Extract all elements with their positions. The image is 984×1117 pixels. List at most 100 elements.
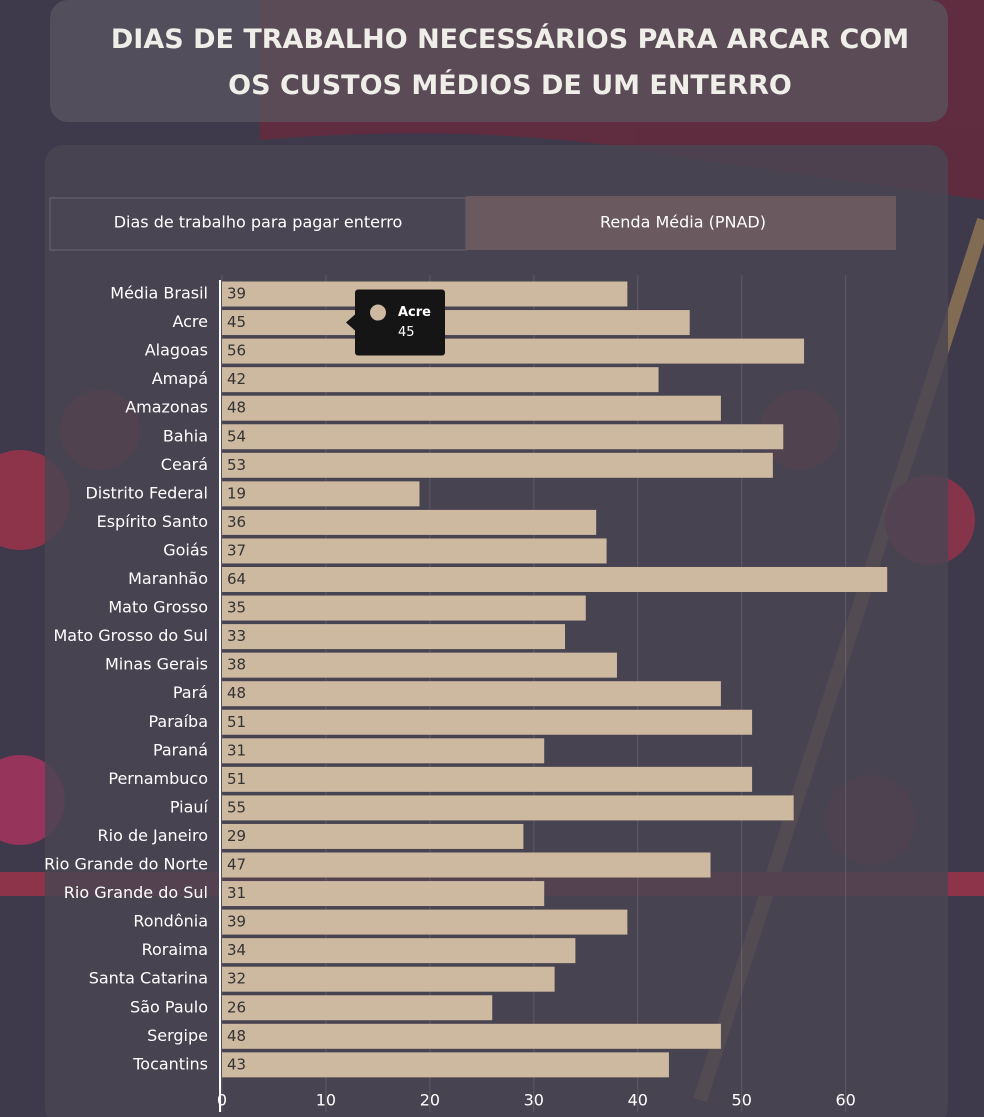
x-tick-label: 40 xyxy=(628,1091,648,1110)
y-tick-label: Amapá xyxy=(152,369,208,388)
value-label: 53 xyxy=(227,456,246,474)
bar xyxy=(222,424,784,450)
y-tick-label: Espírito Santo xyxy=(97,512,208,531)
y-tick-label: Acre xyxy=(172,312,208,331)
tooltip-box xyxy=(355,289,445,356)
y-tick-label: Rio Grande do Sul xyxy=(64,883,208,902)
value-label: 56 xyxy=(227,342,246,360)
tab-active[interactable] xyxy=(49,197,467,251)
value-label: 38 xyxy=(227,656,246,674)
tooltip: Acre 45 xyxy=(346,289,445,356)
value-label: 43 xyxy=(227,1055,246,1073)
value-label: 32 xyxy=(227,970,246,988)
value-label: 35 xyxy=(227,599,246,617)
value-label: 54 xyxy=(227,427,246,445)
bar xyxy=(222,681,721,707)
value-label: 55 xyxy=(227,798,246,816)
y-tick-label: Rondônia xyxy=(133,912,208,931)
tab[interactable] xyxy=(466,196,896,250)
bar xyxy=(222,452,773,478)
x-tick-label: 20 xyxy=(420,1091,440,1110)
y-tick-label: Tocantins xyxy=(132,1054,208,1073)
value-label: 39 xyxy=(227,285,246,303)
y-tick-label: Paraíba xyxy=(148,712,208,731)
x-tick-label: 50 xyxy=(732,1091,752,1110)
value-label: 51 xyxy=(227,770,246,788)
value-label: 45 xyxy=(227,313,246,331)
y-tick-label: Minas Gerais xyxy=(105,655,208,674)
y-tick-label: São Paulo xyxy=(130,997,208,1016)
bar xyxy=(222,766,753,792)
tab-label[interactable]: Dias de trabalho para pagar enterro xyxy=(114,213,403,232)
y-tick-label: Amazonas xyxy=(125,398,208,417)
value-label: 34 xyxy=(227,941,246,959)
y-tick-label: Piauí xyxy=(170,797,209,816)
y-tick-label: Sergipe xyxy=(147,1026,208,1045)
y-tick-label: Ceará xyxy=(161,455,208,474)
bar xyxy=(222,624,565,650)
bar xyxy=(222,823,524,849)
bar xyxy=(222,481,420,507)
value-label: 47 xyxy=(227,856,246,874)
value-label: 51 xyxy=(227,713,246,731)
value-label: 19 xyxy=(227,484,246,502)
bar xyxy=(222,881,545,907)
bar xyxy=(222,310,690,336)
title-box xyxy=(50,0,948,122)
x-tick-label: 10 xyxy=(316,1091,336,1110)
y-tick-label: Média Brasil xyxy=(110,284,208,303)
value-label: 29 xyxy=(227,827,246,845)
y-tick-label: Rio de Janeiro xyxy=(98,826,209,845)
y-tick-label: Goiás xyxy=(163,540,208,559)
bar xyxy=(222,709,753,735)
bar xyxy=(222,852,711,878)
tooltip-pointer xyxy=(346,314,355,331)
bar xyxy=(222,509,597,535)
bar xyxy=(222,652,617,678)
y-tick-label: Mato Grosso do Sul xyxy=(54,626,209,645)
tab-label[interactable]: Renda Média (PNAD) xyxy=(600,213,766,232)
bar xyxy=(222,367,659,393)
bar xyxy=(222,909,628,935)
y-tick-label: Pernambuco xyxy=(108,769,208,788)
tooltip-value: 45 xyxy=(398,325,415,340)
bar xyxy=(222,567,888,592)
y-tick-label: Bahia xyxy=(163,426,208,445)
y-tick-label: Roraima xyxy=(142,940,208,959)
value-label: 39 xyxy=(227,913,246,931)
value-label: 48 xyxy=(227,399,246,417)
x-tick-label: 60 xyxy=(835,1091,855,1110)
value-label: 31 xyxy=(227,884,246,902)
tooltip-label: Acre xyxy=(398,305,431,320)
y-tick-label: Alagoas xyxy=(145,341,208,360)
y-tick-label: Maranhão xyxy=(128,569,208,588)
value-label: 48 xyxy=(227,1027,246,1045)
x-tick-label: 0 xyxy=(217,1091,227,1110)
bar xyxy=(222,738,545,764)
value-label: 64 xyxy=(227,570,246,588)
value-label: 31 xyxy=(227,741,246,759)
y-tick-label: Distrito Federal xyxy=(85,483,208,502)
y-tick-label: Mato Grosso xyxy=(108,598,208,617)
bar xyxy=(222,338,805,364)
value-label: 33 xyxy=(227,627,246,645)
bar xyxy=(222,795,794,821)
y-tick-label: Paraná xyxy=(153,740,208,759)
x-tick-label: 30 xyxy=(524,1091,544,1110)
y-tick-label: Rio Grande do Norte xyxy=(44,855,208,874)
bar xyxy=(222,966,555,992)
y-tick-label: Santa Catarina xyxy=(89,969,208,988)
bar xyxy=(222,595,586,621)
y-tick-label: Pará xyxy=(173,683,208,702)
value-label: 42 xyxy=(227,370,246,388)
bar xyxy=(222,1023,721,1049)
value-label: 36 xyxy=(227,513,246,531)
value-label: 26 xyxy=(227,998,246,1016)
bar xyxy=(222,995,493,1021)
bar xyxy=(222,1052,669,1078)
chart-title: DIAS DE TRABALHO NECESSÁRIOS PARA ARCAR … xyxy=(111,23,909,101)
value-label: 37 xyxy=(227,541,246,559)
bar xyxy=(222,395,721,421)
